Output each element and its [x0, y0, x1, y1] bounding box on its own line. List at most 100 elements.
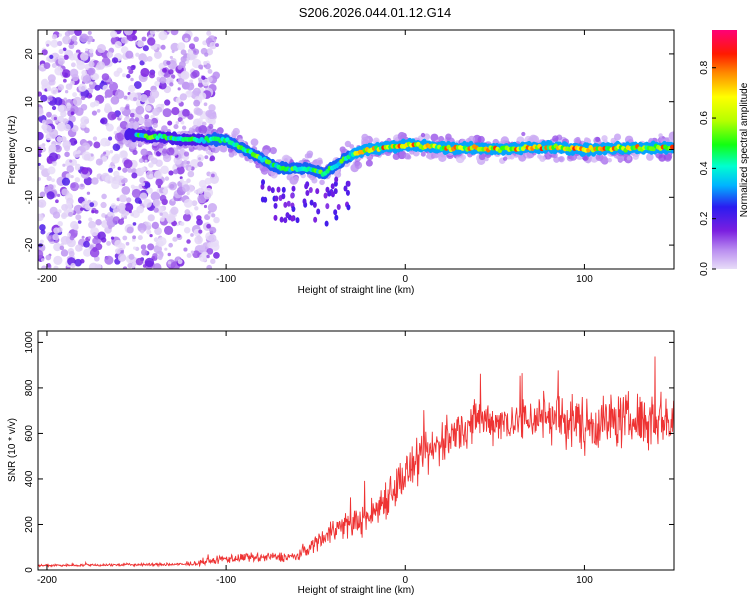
heatmap-cell	[207, 203, 218, 213]
heatmap-cell	[115, 248, 121, 254]
colorbar-tick-label: 0.6	[699, 111, 710, 125]
heatmap-cell	[397, 132, 407, 141]
heatmap-cell	[57, 115, 65, 123]
colorbar-label: Normalized spectral amplitude	[739, 82, 750, 217]
heatmap-cell	[346, 204, 351, 211]
heatmap-cell	[209, 41, 217, 50]
heatmap-cell	[365, 159, 373, 167]
heatmap-cell	[60, 249, 69, 257]
heatmap-cell	[193, 99, 201, 107]
heatmap-cell	[38, 107, 44, 115]
heatmap-cell	[133, 81, 142, 89]
heatmap-cell	[131, 167, 137, 174]
heatmap-cell	[140, 244, 147, 250]
heatmap-cell	[101, 73, 110, 81]
heatmap-cell	[204, 155, 209, 160]
heatmap-cell	[281, 193, 286, 200]
heatmap-cell	[308, 186, 313, 193]
heatmap-cell	[183, 151, 190, 157]
heatmap-cell	[155, 151, 162, 157]
heatmap-cell	[125, 105, 130, 110]
heatmap-cell	[188, 50, 194, 55]
heatmap-cell	[40, 229, 46, 235]
heatmap-cell	[85, 47, 89, 52]
heatmap-cell	[260, 196, 265, 203]
heatmap-cell	[420, 132, 426, 138]
heatmap-cell	[147, 214, 155, 222]
heatmap-cell	[141, 249, 148, 256]
spectrogram-y-ticks: -20 -10 0 10 20	[24, 48, 674, 252]
heatmap-cell	[529, 134, 538, 144]
heatmap-cell	[181, 125, 187, 130]
heatmap-cell	[273, 214, 278, 221]
heatmap-cell	[203, 61, 208, 65]
heatmap-cell	[212, 71, 220, 80]
heatmap-cell	[48, 144, 57, 153]
heatmap-cell	[140, 148, 148, 156]
heatmap-cell	[54, 144, 62, 153]
heatmap-cell	[135, 41, 139, 45]
heatmap-cell	[142, 45, 149, 52]
heatmap-cell	[68, 211, 74, 217]
heatmap-cell	[168, 242, 173, 248]
heatmap-cell	[104, 255, 114, 265]
heatmap-cell	[319, 179, 325, 186]
heatmap-cell	[83, 240, 90, 248]
heatmap-cell	[176, 233, 181, 238]
colorbar-tick-label: 0.2	[699, 211, 710, 225]
heatmap-cell	[149, 89, 160, 99]
heatmap-cell	[170, 30, 179, 36]
heatmap-cell	[55, 199, 59, 204]
heatmap-cell	[354, 161, 363, 169]
heatmap-cell	[91, 210, 95, 214]
heatmap-cell	[248, 158, 253, 164]
heatmap-cell	[61, 203, 69, 211]
heatmap-cell	[57, 40, 63, 47]
heatmap-cell	[57, 84, 65, 91]
heatmap-cell	[110, 203, 117, 209]
heatmap-cell	[595, 136, 601, 143]
snr-series-line	[38, 356, 674, 568]
heatmap-cell	[66, 232, 71, 237]
heatmap-cell	[177, 77, 185, 85]
heatmap-cell	[646, 153, 654, 161]
heatmap-cell	[54, 119, 59, 124]
heatmap-cell	[521, 131, 526, 137]
heatmap-cell	[198, 179, 207, 188]
heatmap-cell	[80, 183, 84, 187]
heatmap-cell	[215, 43, 219, 47]
heatmap-cell	[75, 244, 83, 252]
heatmap-cell	[106, 241, 111, 246]
heatmap-cell	[140, 229, 145, 234]
heatmap-cell	[38, 164, 45, 171]
heatmap-cell	[152, 108, 160, 116]
heatmap-cell	[51, 105, 57, 111]
heatmap-cell	[361, 133, 369, 141]
heatmap-cell	[153, 237, 159, 243]
heatmap-cell	[613, 133, 622, 141]
heatmap-cell	[115, 174, 121, 181]
heatmap-cell	[51, 34, 58, 40]
heatmap-cell	[80, 95, 86, 101]
heatmap-cell	[135, 105, 145, 115]
heatmap-cell	[169, 55, 173, 60]
heatmap-cell	[74, 165, 81, 171]
heatmap-cell	[412, 149, 420, 157]
heatmap-cell	[100, 201, 107, 209]
heatmap-cell	[143, 182, 151, 189]
heatmap-cell	[179, 221, 185, 227]
heatmap-cell	[52, 211, 61, 219]
heatmap-cell	[93, 141, 101, 149]
heatmap-cell	[53, 242, 62, 252]
heatmap-cell	[100, 117, 108, 125]
heatmap-cell	[72, 92, 78, 98]
heatmap-cell	[189, 79, 194, 84]
heatmap-cell	[173, 124, 179, 130]
heatmap-cell	[56, 136, 63, 143]
heatmap-cell	[203, 191, 212, 200]
heatmap-cell	[68, 250, 75, 257]
heatmap-cell	[46, 263, 51, 268]
heatmap-cell	[159, 194, 167, 202]
heatmap-cell	[123, 215, 128, 219]
heatmap-cell	[95, 158, 103, 166]
